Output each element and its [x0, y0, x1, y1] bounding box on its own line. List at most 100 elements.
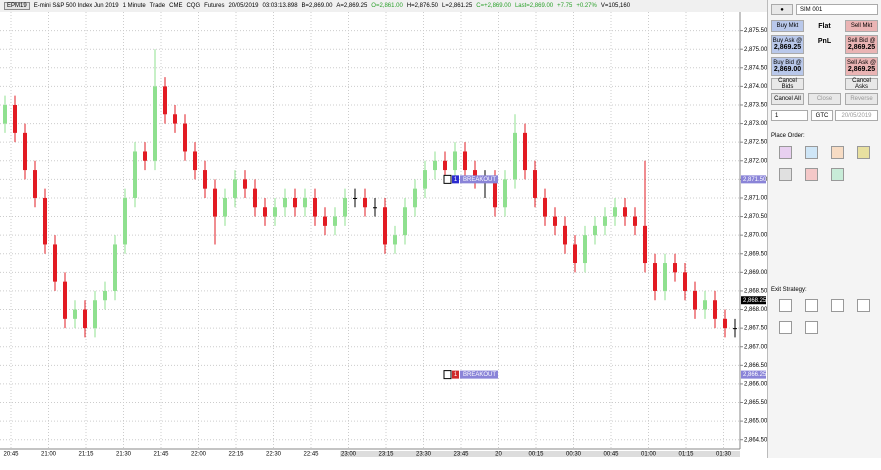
x-tick-label: 23:15: [378, 452, 394, 458]
candle-body: [243, 179, 247, 189]
x-tick-label: 20: [495, 452, 502, 458]
exit-icon[interactable]: [805, 299, 818, 312]
order-icon[interactable]: [805, 168, 818, 181]
x-tick-label: 01:15: [678, 452, 694, 458]
order-icon[interactable]: [857, 146, 870, 159]
account[interactable]: SIM 001: [796, 4, 878, 15]
exit-icon[interactable]: [857, 299, 870, 312]
order-icon[interactable]: [805, 146, 818, 159]
order-icon[interactable]: [779, 168, 792, 181]
candle-body: [33, 170, 37, 198]
pnl: PnL: [817, 37, 832, 45]
sell-mkt[interactable]: Sell Mkt: [845, 20, 878, 32]
toolbar-item: E-mini S&P 500 Index Jun 2019: [33, 3, 119, 9]
exit-icon[interactable]: [779, 299, 792, 312]
tif[interactable]: GTC: [811, 110, 833, 121]
y-tick-label: 2,867.50: [744, 326, 767, 332]
candle-body: [363, 197, 367, 208]
x-tick-label: 22:45: [303, 452, 319, 458]
candle-body: [223, 197, 227, 217]
exit-icon[interactable]: [779, 321, 792, 334]
y-tick-label: 2,870.50: [744, 214, 767, 220]
label: Buy Ask @: [772, 38, 803, 44]
trade-panel: ● SIM 001 Buy Mkt Flat Sell Mkt Buy Ask …: [767, 0, 881, 458]
x-tick-label: 23:45: [453, 452, 469, 458]
reverse[interactable]: Reverse: [845, 93, 878, 105]
candle-body: [133, 151, 137, 198]
y-tick-label: 2,867.00: [744, 344, 767, 350]
y-tick-label: 2,873.00: [744, 121, 767, 127]
candle-body: [53, 244, 57, 282]
y-tick-label: 2,866.50: [744, 363, 767, 369]
y-tick-label: 2,869.50: [744, 251, 767, 257]
x-tick-label: 22:00: [191, 452, 207, 458]
candle-body: [263, 207, 267, 217]
status[interactable]: ●: [771, 4, 793, 15]
label: Buy Bid @: [773, 60, 802, 66]
y-tick-label: 2,875.00: [744, 47, 767, 53]
order-label: BREAKOUT 9: [463, 177, 502, 183]
candle-body: [573, 244, 577, 264]
candle-body: [353, 197, 357, 199]
label: Sell Bid @: [847, 38, 876, 44]
y-tick-label: 2,870.00: [744, 233, 767, 239]
candle-body: [513, 132, 517, 180]
candle-body: [253, 188, 257, 208]
chart: 2,875.50 2,875.00 2,874.50 2,874.00 2,873.50…: [0, 12, 767, 458]
toolbar-item: 20/05/2019: [228, 3, 259, 9]
pnl: PnL: [808, 35, 841, 47]
x-tick-label: 21:30: [116, 452, 132, 458]
toolbar-item: O=2,861.00: [371, 3, 403, 9]
candle-body: [3, 104, 7, 124]
toolbar-item: A=2,869.25: [336, 3, 368, 9]
candle-body: [213, 188, 217, 217]
candle-body: [143, 151, 147, 161]
y-tick-label: 2,865.00: [744, 419, 767, 425]
sell-bid[interactable]: Sell Bid @2,869.25: [845, 35, 878, 54]
candle-body: [433, 160, 437, 171]
toolbar-item: CQG: [186, 3, 201, 9]
cancel-all[interactable]: Cancel All: [771, 93, 804, 105]
x-tick-label: 21:15: [78, 452, 94, 458]
last-price: 2,868.25: [743, 298, 767, 304]
x-tick-label: 01:00: [641, 452, 657, 458]
candle-body: [723, 318, 727, 329]
candle-body: [203, 170, 207, 189]
y-tick-label: 2,868.00: [744, 307, 767, 313]
order-icon[interactable]: [779, 146, 792, 159]
candle-body: [593, 225, 597, 236]
close[interactable]: Close: [808, 93, 841, 105]
qty[interactable]: 1: [771, 110, 808, 121]
order-icon[interactable]: [831, 146, 844, 159]
sell-ask[interactable]: Sell Ask @2,869.25: [845, 57, 878, 76]
order-price-box: [741, 370, 766, 379]
candle-body: [173, 114, 177, 124]
date[interactable]: 20/05/2019: [835, 110, 878, 121]
candle-body: [313, 197, 317, 217]
exit-icon[interactable]: [831, 299, 844, 312]
instrument[interactable]: EPM19: [4, 2, 30, 10]
candle-body: [303, 197, 307, 208]
order-qty: 1: [454, 177, 458, 183]
scrollbar[interactable]: [340, 451, 740, 457]
buy-bid[interactable]: Buy Bid @2,869.00: [771, 57, 804, 76]
order-label: BREAKOUT 9: [463, 372, 502, 378]
cancel-asks[interactable]: Cancel Asks: [845, 78, 878, 90]
cancel-bids[interactable]: Cancel Bids: [771, 78, 804, 90]
buy-mkt[interactable]: Buy Mkt: [771, 20, 804, 32]
exit-icon[interactable]: [805, 321, 818, 334]
candle-body: [123, 197, 127, 245]
candle-body: [663, 263, 667, 291]
order-price-box: [741, 175, 766, 184]
candle-body: [83, 309, 87, 329]
candle-body: [543, 197, 547, 217]
buy-ask[interactable]: Buy Ask @2,869.25: [771, 35, 804, 54]
order-qty: 1: [454, 372, 458, 378]
candle-body: [293, 197, 297, 208]
candle-body: [193, 151, 197, 171]
candle-body: [283, 197, 287, 208]
y-tick-label: 2,868.50: [744, 289, 767, 295]
order-icon[interactable]: [831, 168, 844, 181]
y-tick-label: 2,871.00: [744, 196, 767, 202]
y-tick-label: 2,872.00: [744, 158, 767, 164]
